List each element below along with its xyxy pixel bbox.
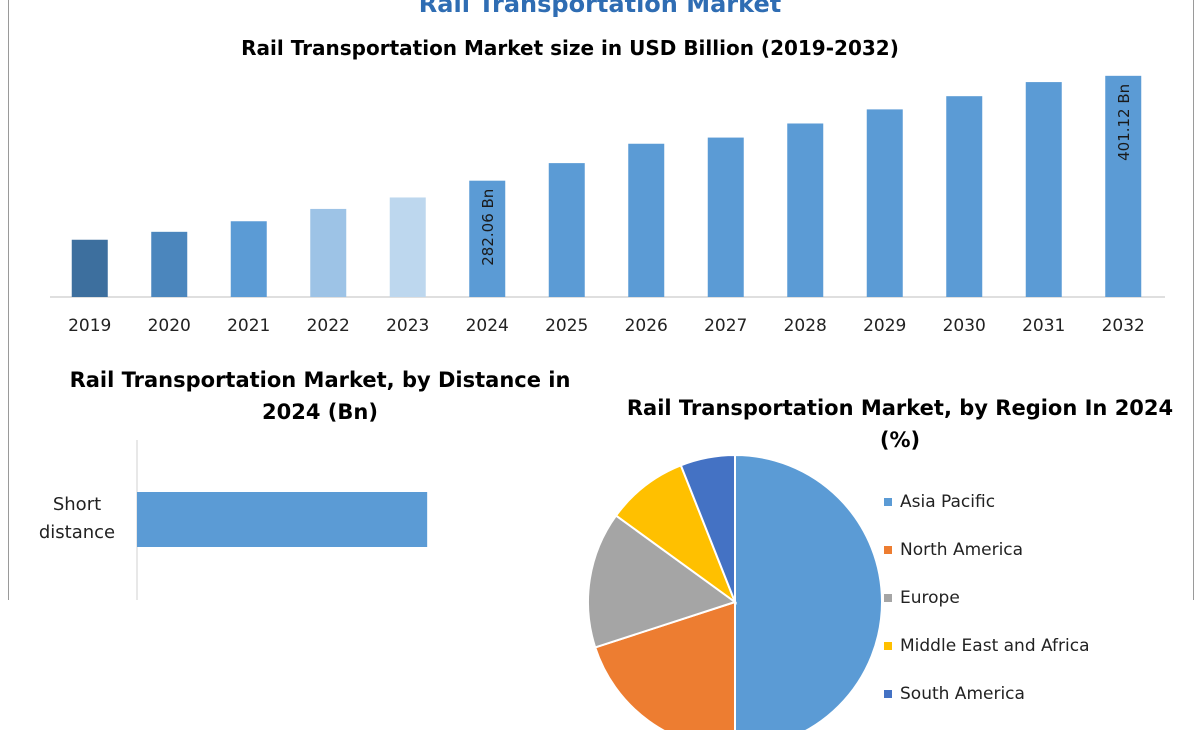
pie-slice-asia-pacific xyxy=(734,453,883,730)
bar-2022 xyxy=(310,208,347,297)
bar-2028 xyxy=(787,123,824,297)
x-tick-label-2025: 2025 xyxy=(545,316,588,336)
x-tick-label-2020: 2020 xyxy=(148,316,191,336)
bar-2025 xyxy=(548,163,585,297)
x-tick-label-2021: 2021 xyxy=(227,316,270,336)
x-tick-label-2023: 2023 xyxy=(386,316,429,336)
x-tick-label-2030: 2030 xyxy=(943,316,986,336)
bar-2032 xyxy=(1105,75,1142,297)
legend-item-europe: Europe xyxy=(884,586,1090,610)
legend-item-middle-east-and-africa: Middle East and Africa xyxy=(884,634,1090,658)
region-legend: Asia Pacific North America Europe Middle Ea… xyxy=(884,490,1090,730)
bar-2024 xyxy=(469,180,506,297)
bar-2029 xyxy=(866,109,903,298)
legend-label: Middle East and Africa xyxy=(900,636,1090,656)
legend-swatch xyxy=(884,594,892,602)
x-tick-label-2032: 2032 xyxy=(1102,316,1145,336)
bar-2027 xyxy=(707,137,744,297)
market-size-chart-title: Rail Transportation Market size in USD B… xyxy=(241,36,899,60)
infographic-frame xyxy=(8,0,1194,600)
x-tick-label-2028: 2028 xyxy=(784,316,827,336)
data-label-2032: 401.12 Bn xyxy=(1115,84,1133,161)
legend-item-asia-pacific: Asia Pacific xyxy=(884,490,1090,514)
legend-swatch xyxy=(884,498,892,506)
bar-2031 xyxy=(1025,82,1062,297)
bar-2030 xyxy=(946,96,983,297)
bar-2023 xyxy=(389,197,426,297)
x-tick-label-2024: 2024 xyxy=(466,316,509,336)
legend-swatch xyxy=(884,690,892,698)
legend-swatch xyxy=(884,546,892,554)
legend-swatch xyxy=(884,642,892,650)
legend-item-north-america: North America xyxy=(884,538,1090,562)
region-chart-title: Rail Transportation Market, by Region In… xyxy=(626,396,1174,452)
legend-item-south-america: South America xyxy=(884,682,1090,706)
bar-2020 xyxy=(151,231,188,297)
x-tick-label-2029: 2029 xyxy=(863,316,906,336)
data-label-2024: 282.06 Bn xyxy=(479,189,497,266)
legend-label: North America xyxy=(900,540,1024,560)
distance-chart-title: Rail Transportation Market, by Distance … xyxy=(69,368,571,424)
x-tick-label-2026: 2026 xyxy=(625,316,668,336)
x-tick-label-2027: 2027 xyxy=(704,316,747,336)
pie-slice-middle-east-and-africa xyxy=(614,464,738,605)
pie-slice-south-america xyxy=(679,453,736,603)
x-tick-label-2019: 2019 xyxy=(68,316,111,336)
distance-bar-short xyxy=(137,492,428,547)
bar-2019 xyxy=(71,239,108,297)
distance-category-label: Short distance xyxy=(38,494,116,543)
legend-label: South America xyxy=(900,684,1025,704)
x-tick-label-2031: 2031 xyxy=(1022,316,1065,336)
legend-label: Asia Pacific xyxy=(900,492,996,512)
bar-2026 xyxy=(628,143,665,297)
x-tick-label-2022: 2022 xyxy=(307,316,350,336)
bar-2021 xyxy=(230,221,267,297)
legend-label: Europe xyxy=(900,588,960,608)
infographic-top-title: Rail Transportation Market xyxy=(418,0,782,18)
